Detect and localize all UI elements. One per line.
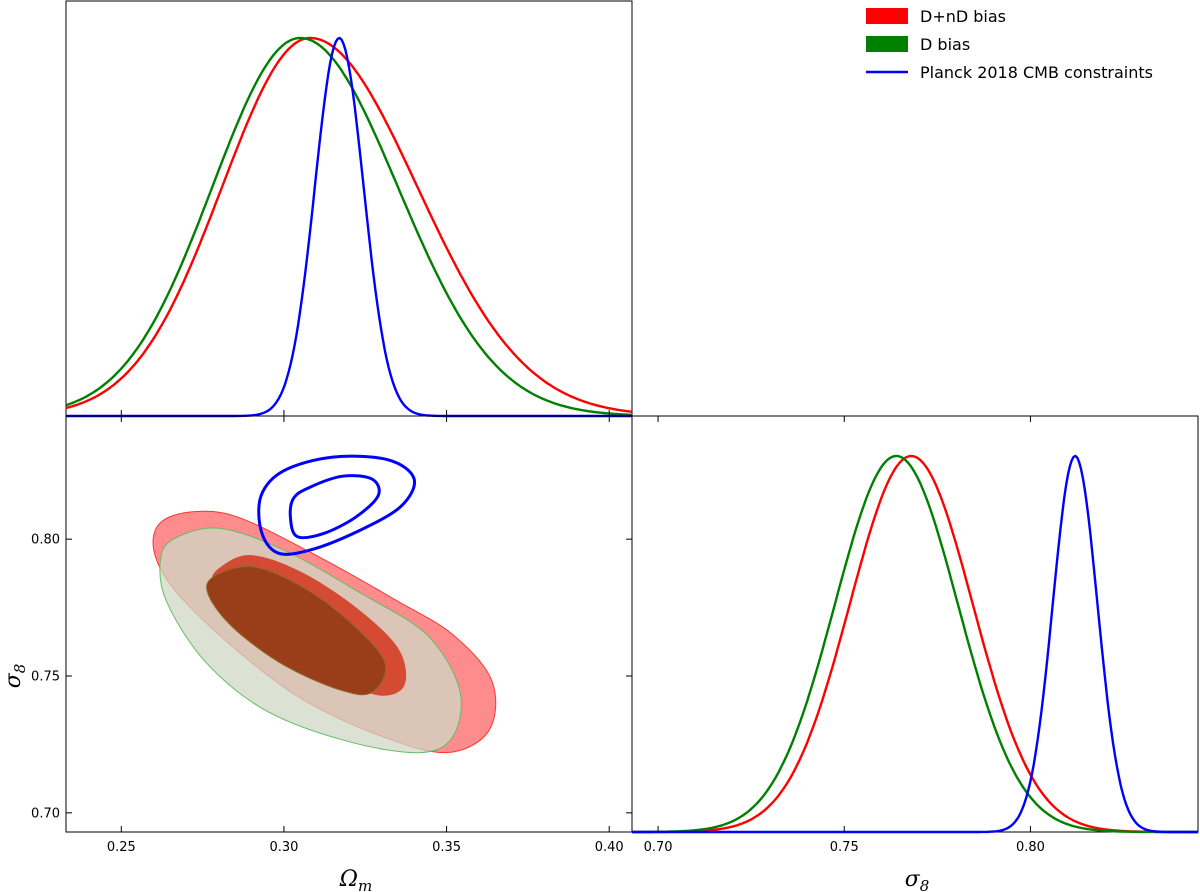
- marginal-sigma8-d-nd-bias: [632, 454, 1198, 834]
- y-tick-label-sigma8: 0.80: [31, 533, 60, 548]
- marginal-sigma8-planck-2018-cmb-constraints: [632, 454, 1198, 834]
- panel-sigma8-marginal: 0.70 0.75 0.80: [631, 415, 1199, 855]
- contour-d-bias-68: [206, 565, 387, 696]
- x-tick-label-sigma8: 0.75: [830, 840, 859, 855]
- x-tick-label-omega-m: 0.35: [432, 840, 461, 855]
- y-axis-label-sigma8: σ8: [1, 664, 29, 689]
- x-tick-label-sigma8: 0.80: [1016, 840, 1045, 855]
- y-tick-label-sigma8: 0.75: [31, 670, 60, 685]
- x-tick-label-omega-m: 0.25: [107, 840, 136, 855]
- marginal-omega-m-planck-2018-cmb-constraints: [66, 36, 632, 418]
- marginal-omega-m-d-nd-bias: [65, 36, 633, 413]
- legend-label-1: D bias: [920, 35, 970, 54]
- x-tick-label-sigma8: 0.70: [644, 840, 673, 855]
- panel-omega-m-marginal: [65, 0, 633, 418]
- contour-group: [152, 454, 497, 754]
- x-tick-label-omega-m: 0.30: [269, 840, 298, 855]
- legend-label-0: D+nD bias: [920, 7, 1006, 26]
- legend: D+nD bias D bias Planck 2018 CMB constrain…: [866, 7, 1153, 82]
- y-tick-label-sigma8: 0.70: [31, 806, 60, 821]
- marginal-omega-m-d-bias: [65, 36, 632, 416]
- contour-planck-2018-cmb-constraints-95: [257, 454, 417, 556]
- legend-label-2: Planck 2018 CMB constraints: [920, 63, 1153, 82]
- x-axis-label-sigma8: σ8: [905, 867, 930, 892]
- x-axis-label-omega-m: Ωm: [339, 867, 372, 892]
- contour-planck-2018-cmb-constraints-68: [288, 474, 381, 540]
- marginal-sigma8-d-bias: [632, 454, 1198, 834]
- legend-swatch-1: [866, 36, 908, 52]
- panel-frame-sigma8: [631, 415, 1199, 833]
- panel-joint-omega-sigma8: 0.25 0.30 0.35 0.40 0.70 0.75 0.80: [31, 415, 633, 855]
- legend-swatch-0: [866, 8, 908, 24]
- x-tick-label-omega-m: 0.40: [595, 840, 624, 855]
